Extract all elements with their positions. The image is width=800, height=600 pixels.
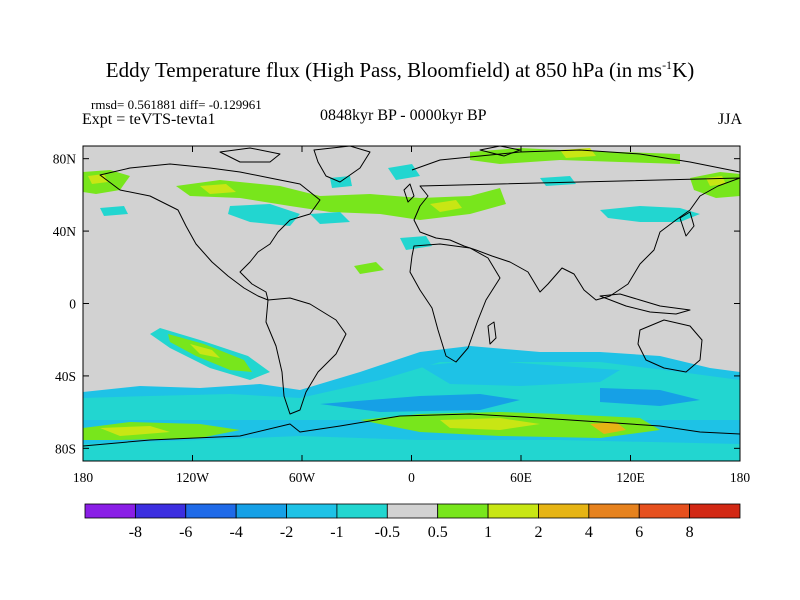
colorbar-label: -1 — [330, 524, 343, 541]
title-main: Eddy Temperature flux (High Pass, Bloomf… — [105, 58, 663, 82]
season-label: JJA — [717, 111, 742, 128]
antarctic-yellow-patch — [440, 418, 540, 430]
colorbar-label: -4 — [229, 524, 242, 541]
latitude-label: 40S — [55, 369, 76, 384]
colorbar: -8 -6 -4 -2 -1 -0.5 0.5 1 2 4 6 8 — [84, 503, 741, 541]
colorbar-label: 6 — [635, 524, 643, 541]
southern-ocean-core-cyan — [420, 360, 620, 386]
greenland-coastline — [313, 146, 371, 183]
latitude-label: 80N — [53, 152, 77, 167]
colorbar-label: -6 — [179, 524, 192, 541]
japan-coastline — [679, 211, 695, 237]
north-america-coastline — [99, 163, 321, 301]
siberia-cyan-patch — [540, 176, 576, 186]
experiment-label: Expt = teVTS-tevta1 — [82, 111, 216, 128]
longitude-label: 120E — [616, 470, 645, 485]
latitude-label: 0 — [69, 297, 76, 312]
chart-title: Eddy Temperature flux (High Pass, Bloomf… — [0, 58, 800, 83]
southern-ocean-core-blue — [320, 394, 520, 412]
north-pacific-cyan-patch — [100, 206, 128, 216]
colorbar-label: -0.5 — [375, 524, 400, 541]
colorbar-label: -2 — [280, 524, 293, 541]
alaska-yellow-core — [88, 174, 108, 184]
arctic-islands-coastline — [219, 146, 521, 163]
north-atlantic-green-band — [176, 180, 506, 220]
colorbar-label: 2 — [534, 524, 542, 541]
longitude-label: 60E — [510, 470, 532, 485]
labrador-cyan-patch — [310, 212, 350, 224]
antarctica-coastline — [83, 413, 740, 447]
colorbar-label: -8 — [129, 524, 142, 541]
colorbar-swatch — [336, 503, 388, 519]
colorbar-swatch — [588, 503, 640, 519]
longitude-label: 120W — [176, 470, 209, 485]
atlantic-green-patch — [354, 262, 384, 274]
europe-asia-coastline — [411, 149, 740, 301]
colorbar-swatch — [286, 503, 338, 519]
coastlines — [83, 146, 740, 447]
plot-area — [83, 146, 740, 461]
longitude-label: 0 — [408, 470, 415, 485]
latitude-label: 80S — [55, 441, 76, 456]
colorbar-swatch — [386, 503, 439, 519]
colorbar-swatch — [437, 503, 489, 519]
title-exponent: -1 — [662, 58, 673, 72]
pacific-west-cyan-patch — [600, 206, 700, 222]
stats-line: rmsd= 0.561881 diff= -0.129961 — [91, 97, 262, 112]
south-america-coastline — [265, 297, 347, 415]
axis-ticks — [82, 146, 741, 461]
colorbar-label: 1 — [484, 524, 492, 541]
colorbar-label: 0.5 — [428, 524, 448, 541]
colorbar-swatch — [235, 503, 287, 519]
mediterranean-cyan-patch — [400, 236, 432, 250]
south-pacific-yellow-core — [190, 344, 220, 358]
longitude-label: 60W — [289, 470, 316, 485]
arctic-cyan-patch-b — [330, 176, 352, 188]
colorbar-swatch — [689, 503, 741, 519]
colorbar-swatch — [185, 503, 237, 519]
colorbar-swatch — [84, 503, 136, 519]
longitude-label: 180 — [730, 470, 751, 485]
colorbar-label: 4 — [585, 524, 593, 541]
colorbar-swatch — [134, 503, 187, 519]
north-america-cyan-patch — [228, 204, 300, 226]
colorbar-swatch — [638, 503, 691, 519]
colorbar-label: 8 — [686, 524, 694, 541]
title-unit-end: K) — [672, 58, 695, 82]
longitude-labels: 180 120W 60W 0 60E 120E 180 — [73, 470, 751, 485]
colorbar-swatch — [487, 503, 539, 519]
europe-yellow-core — [430, 200, 462, 212]
southern-ocean-core-blue-east — [600, 388, 700, 406]
africa-coastline — [409, 243, 501, 363]
indonesia-coastline — [599, 293, 691, 315]
period-label: 0848kyr BP - 0000kyr BP — [320, 107, 487, 124]
british-isles-coastline — [403, 183, 415, 203]
colorbar-swatch — [538, 503, 590, 519]
antarctic-orange-patch — [590, 422, 626, 434]
latitude-label: 40N — [53, 224, 77, 239]
latitude-labels: 80N 40N 0 40S 80S — [53, 152, 77, 457]
antarctic-yellow-west — [100, 426, 170, 436]
antarctic-cyan-strip — [83, 436, 740, 461]
australia-coastline — [637, 319, 703, 373]
arctic-cyan-patch-a — [388, 164, 420, 180]
madagascar-coastline — [487, 321, 497, 345]
north-atlantic-yellow-core — [200, 184, 236, 194]
longitude-label: 180 — [73, 470, 94, 485]
